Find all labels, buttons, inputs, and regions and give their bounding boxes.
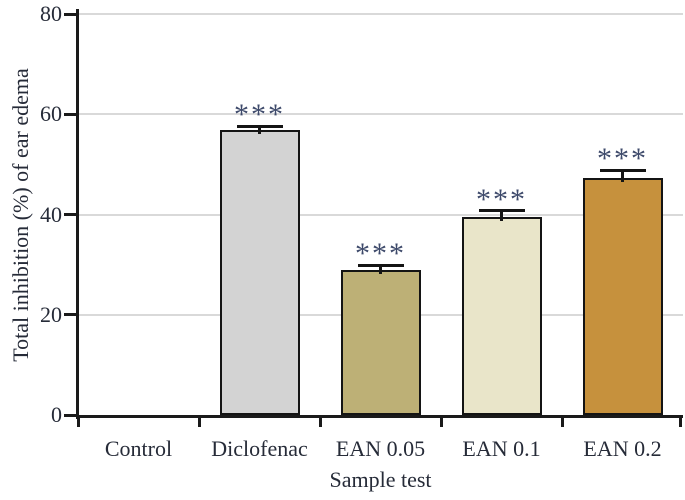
x-category-label: Diclofenac xyxy=(211,436,308,461)
bar-diclofenac xyxy=(219,129,300,415)
bar-ean-0-2 xyxy=(582,177,663,415)
gridline xyxy=(78,213,683,216)
significance-marker: *** xyxy=(476,182,527,216)
significance-marker: *** xyxy=(355,237,406,271)
y-axis-tick xyxy=(64,413,78,417)
significance-marker: *** xyxy=(234,98,285,132)
error-bar-stem xyxy=(621,170,624,182)
gridline xyxy=(78,13,683,15)
error-bar-cap xyxy=(236,124,283,128)
significance-marker: *** xyxy=(597,142,648,176)
x-axis-tick xyxy=(77,417,80,427)
error-bar-stem xyxy=(258,126,261,134)
error-bar-stem xyxy=(379,265,382,274)
x-axis-line xyxy=(75,414,683,418)
x-axis-tick xyxy=(679,417,682,427)
x-category-label: Control xyxy=(104,436,173,461)
x-category-label: EAN 0.2 xyxy=(583,436,662,461)
y-tick-label: 0 xyxy=(51,402,62,427)
y-tick-label: 20 xyxy=(40,301,62,327)
x-category-label: EAN 0.05 xyxy=(335,436,426,461)
x-axis-tick xyxy=(561,417,564,427)
error-bar-stem xyxy=(500,210,503,221)
y-axis-tick xyxy=(64,112,78,116)
x-category-label: EAN 0.1 xyxy=(462,436,541,461)
y-tick-label: 60 xyxy=(40,101,62,127)
error-bar-cap xyxy=(357,263,404,267)
x-axis-tick xyxy=(319,417,322,427)
y-tick-label: 40 xyxy=(40,201,62,227)
bar-ean-0-1 xyxy=(461,217,542,415)
error-bar-cap xyxy=(599,168,646,172)
y-axis-tick xyxy=(64,12,78,16)
y-axis-tick xyxy=(64,213,78,216)
x-axis-title: Sample test xyxy=(329,467,432,492)
x-axis-tick xyxy=(440,417,443,427)
gridline xyxy=(78,113,683,116)
y-axis-tick xyxy=(64,313,78,317)
error-bar-cap xyxy=(478,209,525,213)
y-tick-label: 80 xyxy=(40,1,62,26)
bar-ean-0-05 xyxy=(340,269,421,415)
x-axis-tick xyxy=(198,417,201,427)
